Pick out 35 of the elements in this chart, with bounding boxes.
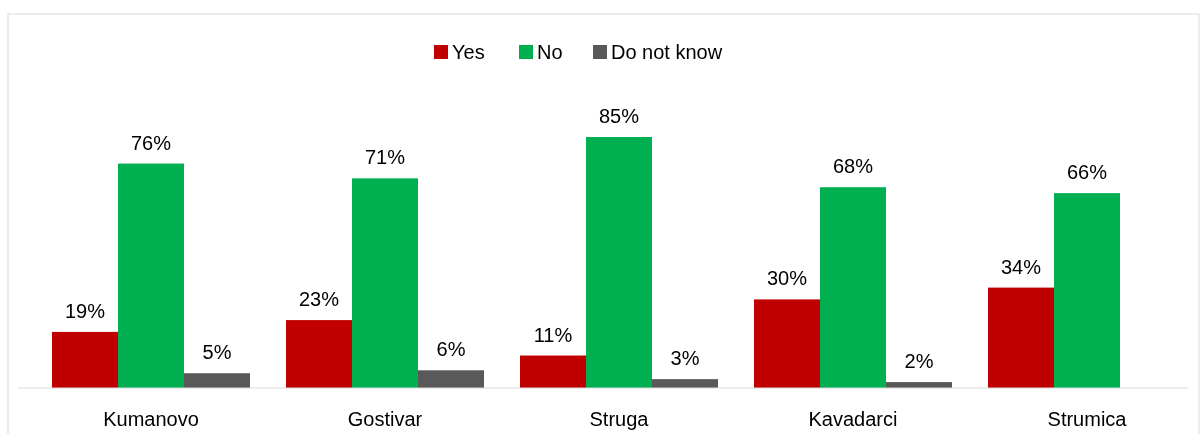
bar [754,299,820,388]
bar [286,320,352,388]
legend-label: Do not know [611,41,723,63]
bar [652,379,718,388]
bar [184,373,250,388]
bar [352,178,418,388]
x-tick-label: Kavadarci [808,408,898,430]
legend-label: Yes [452,41,485,63]
bar [118,163,184,388]
data-label: 76% [130,131,172,154]
data-label: 11% [533,323,573,346]
data-label: 5% [202,341,232,364]
bar [520,355,586,388]
bar [1054,193,1120,388]
data-label: 6% [436,338,466,361]
data-label: 71% [364,146,406,169]
data-label: 23% [298,288,340,311]
data-label: 34% [1000,255,1042,278]
data-label: 85% [598,105,640,127]
x-tick-label: Kumanovo [103,408,199,430]
legend-label: No [537,41,563,63]
bar [820,187,886,388]
x-tick-label: Gostivar [347,408,423,430]
x-tick-label: Strumica [1047,408,1128,430]
bar [988,287,1054,388]
data-label: 19% [64,299,106,322]
data-label: 68% [832,155,874,178]
data-label: 30% [766,267,808,290]
bar [52,331,118,388]
bar [418,370,484,388]
data-label: 2% [904,350,934,373]
x-tick-label: Struga [589,408,650,430]
data-label: 66% [1066,161,1108,184]
bar [586,137,652,388]
data-label: 3% [670,347,700,370]
